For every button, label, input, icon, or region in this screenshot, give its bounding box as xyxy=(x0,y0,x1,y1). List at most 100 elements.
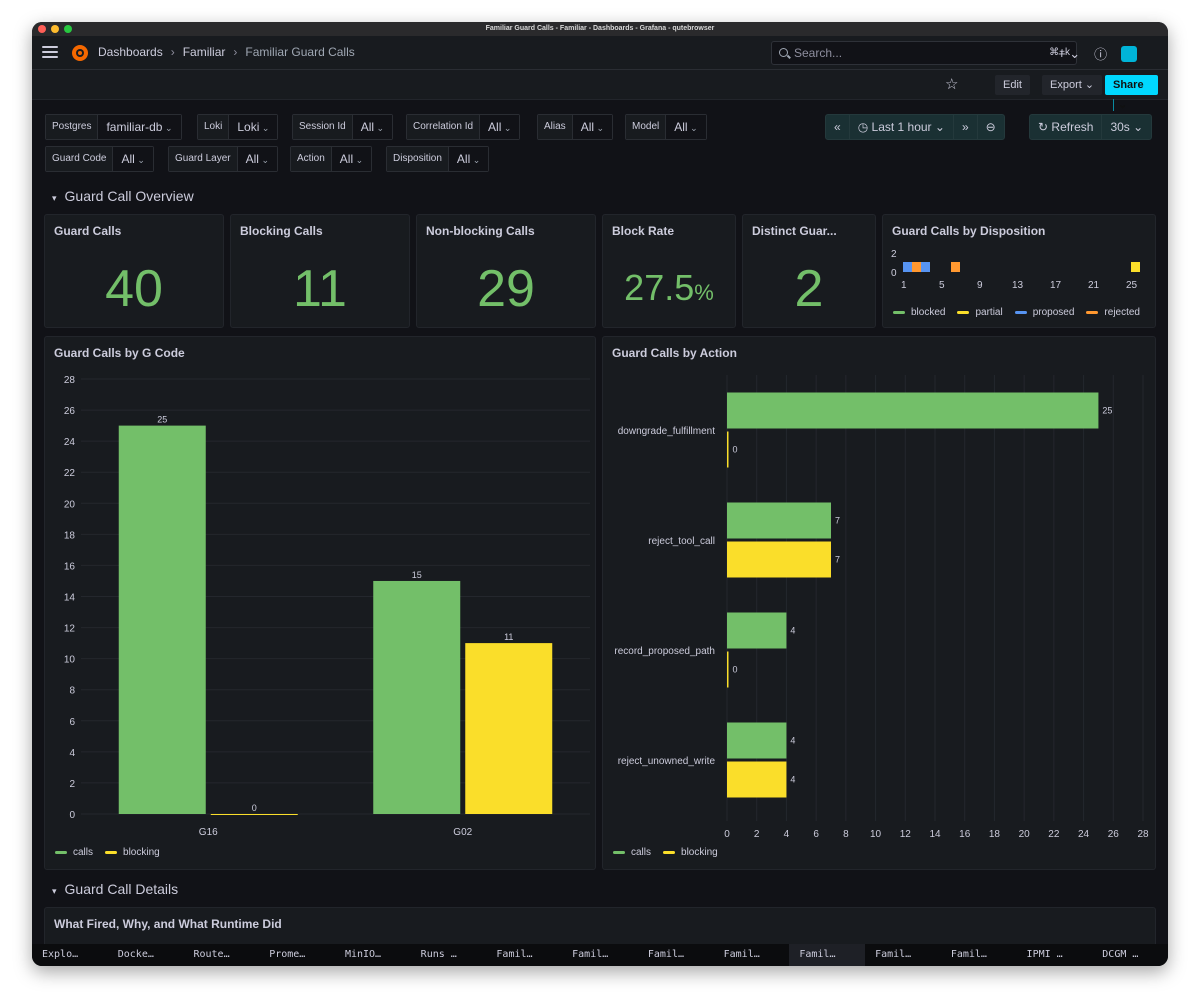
var-value[interactable]: familiar-db xyxy=(98,115,181,139)
var-value[interactable]: All xyxy=(331,147,372,171)
grafana-logo-icon[interactable] xyxy=(70,43,90,63)
breadcrumb-familiar[interactable]: Familiar xyxy=(182,45,226,59)
time-forward-button[interactable]: » xyxy=(954,115,978,139)
edit-button[interactable]: Edit xyxy=(995,75,1030,95)
browser-tab[interactable]: Famil… xyxy=(647,949,684,960)
help-icon[interactable]: ⓘ xyxy=(1094,47,1108,62)
disposition-x-tick: 5 xyxy=(939,280,945,291)
row-header-overview[interactable]: ▾ Guard Call Overview xyxy=(52,188,194,204)
browser-tab[interactable]: Famil… xyxy=(789,944,866,966)
var-value[interactable]: All xyxy=(352,115,393,139)
browser-tab[interactable]: Runs … xyxy=(420,949,457,960)
y-tick-label: 12 xyxy=(64,624,76,635)
var-action[interactable]: Action All xyxy=(290,146,373,172)
refresh-label: Refresh xyxy=(1051,120,1094,134)
legend-label: blocking xyxy=(123,847,160,858)
time-range-picker[interactable]: ◷ Last 1 hour ⌄ xyxy=(850,115,954,139)
var-guard-layer[interactable]: Guard Layer All xyxy=(168,146,278,172)
legend-item-rejected[interactable]: rejected xyxy=(1086,307,1140,318)
browser-tab[interactable]: Famil… xyxy=(496,949,533,960)
var-value[interactable]: Loki xyxy=(229,115,278,139)
browser-tab[interactable]: DCGM … xyxy=(1102,949,1139,960)
stat-panel-guard-calls[interactable]: Guard Calls 40 xyxy=(44,214,224,328)
y-tick-label: 24 xyxy=(64,437,76,448)
bar-calls-reject_tool_call xyxy=(727,502,831,539)
chevron-down-icon: ▾ xyxy=(52,886,57,896)
var-alias[interactable]: Alias All xyxy=(537,114,614,140)
legend-item-proposed[interactable]: proposed xyxy=(1014,307,1074,318)
row-header-details[interactable]: ▾ Guard Call Details xyxy=(52,881,178,897)
browser-tab[interactable]: Famil… xyxy=(875,949,912,960)
var-value[interactable]: All xyxy=(666,115,706,139)
var-postgres[interactable]: Postgres familiar-db xyxy=(45,114,182,140)
data-label: 4 xyxy=(790,736,795,746)
x-tick-label: 18 xyxy=(989,829,1001,840)
legend-item-calls[interactable]: calls xyxy=(613,847,651,858)
browser-tab[interactable]: Docke… xyxy=(117,949,154,960)
close-window-button[interactable] xyxy=(38,25,46,33)
browser-tab[interactable]: Prome… xyxy=(269,949,306,960)
var-label: Correlation Id xyxy=(407,115,481,139)
add-plus-icon[interactable]: + ⌄ xyxy=(1058,45,1081,61)
var-value[interactable]: All xyxy=(448,147,489,171)
legend-item-blocking[interactable]: blocking xyxy=(105,847,160,858)
disposition-panel[interactable]: Guard Calls by Disposition 2 0 1 5 9 13 … xyxy=(882,214,1156,328)
gcode-panel[interactable]: Guard Calls by G Code 0 2 4 6 8 10 12 14 16 18 20 2… xyxy=(44,336,596,870)
browser-tab[interactable]: Famil… xyxy=(950,949,987,960)
var-guard-code[interactable]: Guard Code All xyxy=(45,146,154,172)
var-value[interactable]: All xyxy=(572,115,613,139)
menu-icon[interactable] xyxy=(42,46,58,58)
time-range-label: Last 1 hour xyxy=(871,120,932,134)
refresh-button[interactable]: ↻ Refresh xyxy=(1030,115,1103,139)
var-value[interactable]: All xyxy=(480,115,520,139)
var-model[interactable]: Model All xyxy=(625,114,707,140)
stat-panel-blocking-calls[interactable]: Blocking Calls 11 xyxy=(230,214,410,328)
y-tick-label: 16 xyxy=(64,561,76,572)
stat-panel-distinct-guards[interactable]: Distinct Guar... 2 xyxy=(742,214,876,328)
minimize-window-button[interactable] xyxy=(51,25,59,33)
var-session-id[interactable]: Session Id All xyxy=(292,114,394,140)
x-tick-label: 22 xyxy=(1048,829,1060,840)
star-icon[interactable]: ☆ xyxy=(945,76,959,93)
browser-tab[interactable]: MinIO… xyxy=(344,949,382,960)
breadcrumb-dashboards[interactable]: Dashboards xyxy=(98,45,163,59)
breadcrumb-separator: › xyxy=(233,45,238,59)
var-value[interactable]: All xyxy=(237,147,277,171)
action-panel[interactable]: Guard Calls by Action 0 2 4 6 8 10 12 14 16 18 20 2… xyxy=(602,336,1156,870)
browser-tab[interactable]: IPMI … xyxy=(1026,949,1063,960)
zoom-out-icon[interactable]: ⊖ xyxy=(985,120,996,134)
y-tick-label: 10 xyxy=(64,655,76,666)
data-label: 0 xyxy=(252,803,257,813)
var-correlation-id[interactable]: Correlation Id All xyxy=(406,114,521,140)
var-loki[interactable]: Loki Loki xyxy=(197,114,279,140)
search-input[interactable]: Search... ⌘+k xyxy=(771,41,1077,65)
bar-calls-G16 xyxy=(118,425,206,814)
stat-value: 27.5 xyxy=(624,267,695,308)
legend-item-blocking[interactable]: blocking xyxy=(663,847,718,858)
browser-tab[interactable]: Explo… xyxy=(42,949,79,960)
details-panel[interactable]: What Fired, Why, and What Runtime Did xyxy=(44,907,1156,947)
y-tick-label: 2 xyxy=(69,779,75,790)
browser-tab[interactable]: Famil… xyxy=(572,949,609,960)
x-tick-label: 26 xyxy=(1108,829,1120,840)
stat-value-wrap: 27.5% xyxy=(603,267,735,309)
var-disposition[interactable]: Disposition All xyxy=(386,146,490,172)
browser-tab[interactable]: Route… xyxy=(193,949,230,960)
breadcrumb-current: Familiar Guard Calls xyxy=(245,45,355,59)
user-avatar[interactable] xyxy=(1121,45,1138,62)
share-button[interactable]: Share ⌄ xyxy=(1105,75,1158,111)
var-value[interactable]: All xyxy=(113,147,153,171)
stat-panel-nonblocking-calls[interactable]: Non-blocking Calls 29 xyxy=(416,214,596,328)
legend-label: blocking xyxy=(681,847,718,858)
disposition-y-tick: 0 xyxy=(891,268,897,279)
browser-tab[interactable]: Famil… xyxy=(723,949,760,960)
legend-item-calls[interactable]: calls xyxy=(55,847,93,858)
time-back-button[interactable]: « xyxy=(826,115,850,139)
legend-item-blocked[interactable]: blocked xyxy=(893,307,945,318)
stat-panel-block-rate[interactable]: Block Rate 27.5% xyxy=(602,214,736,328)
row-title: Guard Call Details xyxy=(64,881,179,897)
export-button[interactable]: Export ⌄ xyxy=(1042,75,1103,95)
legend-item-partial[interactable]: partial xyxy=(957,307,1003,318)
zoom-window-button[interactable] xyxy=(64,25,72,33)
refresh-interval-select[interactable]: 30s ⌄ xyxy=(1110,120,1144,134)
